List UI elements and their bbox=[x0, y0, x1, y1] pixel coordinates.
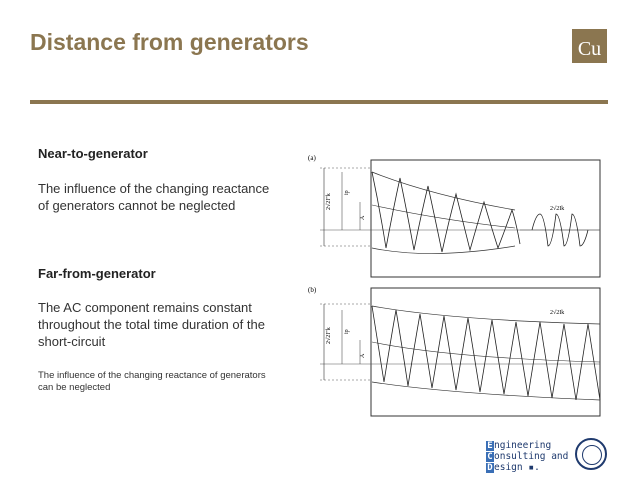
figure-a-lower-envelope bbox=[371, 245, 516, 254]
figure-a-a-label: A bbox=[360, 215, 366, 220]
logo-initial-d: D bbox=[486, 463, 494, 473]
figure-b-ip-label: ip bbox=[344, 329, 350, 334]
figure-a-label: (a) bbox=[308, 154, 316, 162]
near-generator-text-line1: The influence of the changing reactance bbox=[38, 181, 270, 196]
far-generator-text-line1: The AC component remains constant bbox=[38, 300, 252, 315]
figure-b-upper-envelope bbox=[371, 305, 601, 325]
near-generator-heading: Near-to-generator bbox=[38, 146, 148, 161]
cu-logo-badge: Cu bbox=[572, 29, 607, 63]
figure-a-current-wave bbox=[371, 171, 521, 253]
figure-b-lower-envelope bbox=[371, 381, 601, 401]
figure-b-amplitude-label: 2√2I"k bbox=[325, 327, 332, 344]
logo-line3: esign bbox=[494, 462, 523, 473]
ecd-logo: Engineering Consulting and Design ▪. bbox=[486, 440, 568, 473]
figure-a-steady-wave bbox=[531, 213, 589, 247]
figure-b-current-wave bbox=[371, 305, 601, 401]
figure-a-dc-decay bbox=[371, 204, 516, 229]
figure-b-steady-amplitude-label: 2√2Ik bbox=[550, 309, 564, 316]
far-generator-heading: Far-from-generator bbox=[38, 266, 156, 281]
far-generator-text-line3: short-circuit bbox=[38, 334, 106, 349]
figure-b-far-generator-waveform: (b) 2√2I"k ip A 2√2Ik bbox=[308, 286, 601, 417]
figure-b-label: (b) bbox=[308, 286, 317, 294]
far-generator-note-line1: The influence of the changing reactance … bbox=[38, 370, 266, 381]
logo-mark: ▪. bbox=[528, 462, 540, 473]
near-generator-text-line2: of generators cannot be neglected bbox=[38, 198, 236, 213]
figure-a-amplitude-label: 2√2I"k bbox=[325, 193, 332, 210]
title-divider bbox=[30, 100, 608, 104]
figure-a-ip-label: ip bbox=[344, 190, 350, 195]
university-seal-icon bbox=[575, 438, 607, 470]
logo-line2: onsulting and bbox=[494, 451, 569, 462]
far-generator-text-line2: throughout the total time duration of th… bbox=[38, 317, 265, 332]
figure-b-a-label: A bbox=[360, 353, 366, 358]
logo-line1: ngineering bbox=[494, 440, 552, 451]
far-generator-note-line2: can be neglected bbox=[38, 382, 111, 393]
logo-initial-c: C bbox=[486, 452, 494, 462]
figure-a-upper-envelope bbox=[371, 171, 516, 211]
slide-title: Distance from generators bbox=[30, 29, 309, 55]
logo-initial-e: E bbox=[486, 441, 494, 451]
figure-a-near-generator-waveform: (a) 2√2I"k ip A 2√2Ik bbox=[308, 154, 601, 278]
figure-b-dc-decay bbox=[371, 341, 601, 363]
figure-a-steady-amplitude-label: 2√2Ik bbox=[550, 205, 564, 212]
